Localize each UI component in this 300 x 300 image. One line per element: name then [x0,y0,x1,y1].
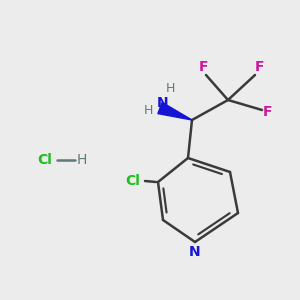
Text: Cl: Cl [38,153,52,167]
Text: F: F [263,105,273,119]
Text: N: N [157,96,169,110]
Text: H: H [77,153,87,167]
Text: H: H [165,82,175,94]
Text: N: N [189,245,201,259]
Text: H: H [143,103,153,116]
Text: F: F [199,60,209,74]
Text: F: F [254,60,264,74]
Text: Cl: Cl [126,174,140,188]
Polygon shape [158,102,192,120]
